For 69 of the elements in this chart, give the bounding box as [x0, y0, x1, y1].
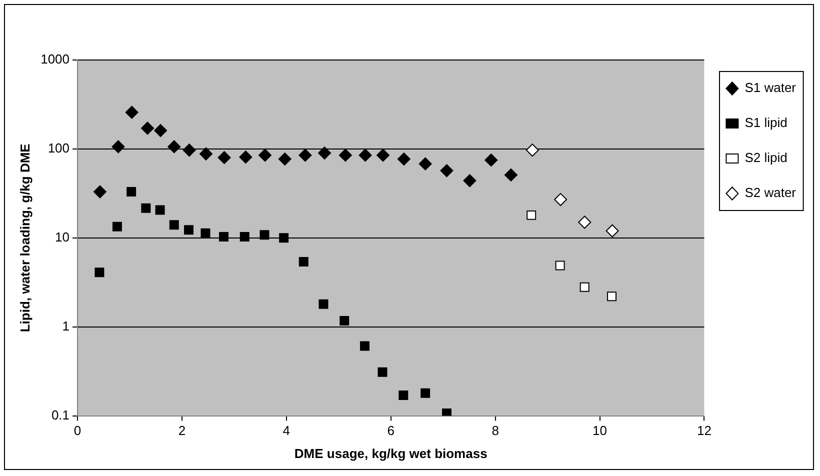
point [112, 222, 122, 232]
point [169, 220, 179, 230]
point [141, 122, 154, 135]
point [606, 224, 619, 238]
point [200, 228, 210, 238]
legend-label: S1 water [744, 80, 797, 96]
point [318, 146, 332, 160]
point [278, 152, 292, 166]
point [168, 140, 181, 154]
point [504, 168, 518, 182]
point [555, 260, 565, 270]
point [112, 140, 125, 154]
x-tick-label: 4 [282, 423, 290, 438]
point [578, 216, 592, 229]
point [154, 124, 168, 138]
point [526, 144, 539, 157]
point [440, 164, 454, 178]
point [397, 152, 410, 166]
y-axis-title: Lipid, water loading, g/kg DME [17, 143, 32, 332]
x-tick-label: 0 [74, 423, 82, 438]
y-tick-label: 1000 [40, 52, 70, 67]
point [418, 157, 432, 170]
point [240, 232, 250, 242]
point [398, 390, 408, 400]
point [580, 282, 590, 292]
point [420, 388, 430, 398]
y-tick-label: 100 [48, 140, 70, 156]
point [94, 268, 104, 278]
x-tick-label: 6 [387, 423, 394, 438]
point [155, 205, 165, 215]
point [126, 187, 136, 197]
point [199, 147, 212, 160]
x-tick-label: 2 [178, 423, 186, 438]
point [318, 299, 328, 309]
point [219, 232, 228, 242]
point [360, 341, 370, 351]
y-tick-label: 10 [55, 229, 70, 244]
point [463, 174, 476, 188]
point [554, 193, 568, 206]
point [338, 148, 352, 162]
point [376, 148, 390, 162]
point [218, 151, 231, 164]
point [182, 144, 196, 157]
point [184, 225, 194, 235]
point [378, 367, 388, 377]
point [526, 210, 536, 220]
legend-label: S1 lipid [744, 115, 788, 130]
point [239, 150, 252, 164]
x-tick-label: 12 [696, 423, 712, 438]
point [484, 154, 498, 167]
point [260, 230, 270, 240]
legend-label: S2 lipid [744, 150, 788, 166]
point [442, 408, 452, 416]
point [340, 316, 350, 326]
point [141, 203, 151, 213]
point [258, 148, 272, 162]
point [125, 106, 138, 119]
point [298, 256, 308, 266]
x-tick-label: 10 [592, 423, 607, 438]
point [298, 148, 312, 162]
point [93, 185, 106, 198]
point [358, 148, 372, 162]
y-tick-label: 1 [62, 318, 70, 334]
x-axis-title: DME usage, kg/kg wet biomass [294, 446, 488, 461]
point [279, 233, 289, 243]
point [607, 292, 617, 302]
legend-label: S2 water [744, 185, 797, 200]
y-tick-label: 0.1 [51, 407, 70, 422]
x-tick-label: 8 [492, 423, 499, 438]
